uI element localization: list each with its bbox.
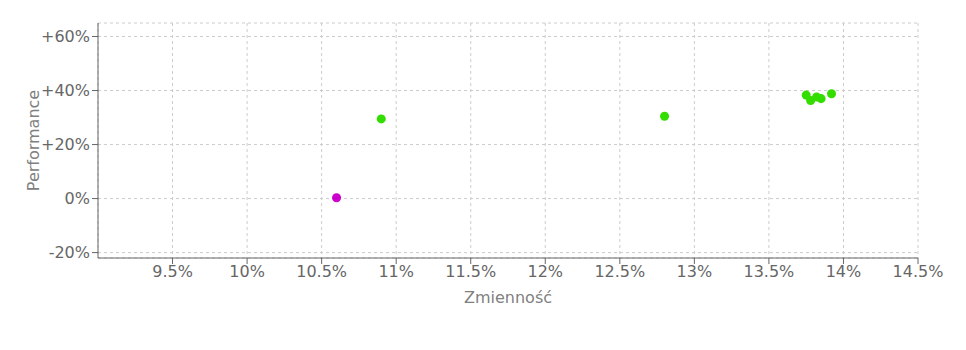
svg-text:14%: 14% bbox=[826, 262, 862, 281]
svg-text:+40%: +40% bbox=[41, 81, 90, 100]
svg-text:12.5%: 12.5% bbox=[594, 262, 645, 281]
svg-text:11%: 11% bbox=[378, 262, 414, 281]
svg-text:+60%: +60% bbox=[41, 27, 90, 46]
svg-text:13.5%: 13.5% bbox=[743, 262, 794, 281]
svg-text:+20%: +20% bbox=[41, 135, 90, 154]
svg-text:14.5%: 14.5% bbox=[893, 262, 944, 281]
svg-text:13%: 13% bbox=[677, 262, 713, 281]
svg-text:12%: 12% bbox=[527, 262, 563, 281]
svg-text:-20%: -20% bbox=[49, 243, 90, 262]
svg-text:Zmienność: Zmienność bbox=[464, 288, 552, 307]
svg-text:0%: 0% bbox=[65, 189, 90, 208]
svg-text:11.5%: 11.5% bbox=[445, 262, 496, 281]
svg-text:10.5%: 10.5% bbox=[296, 262, 347, 281]
svg-text:10%: 10% bbox=[229, 262, 265, 281]
svg-text:Performance: Performance bbox=[24, 90, 43, 191]
svg-text:9.5%: 9.5% bbox=[152, 262, 193, 281]
